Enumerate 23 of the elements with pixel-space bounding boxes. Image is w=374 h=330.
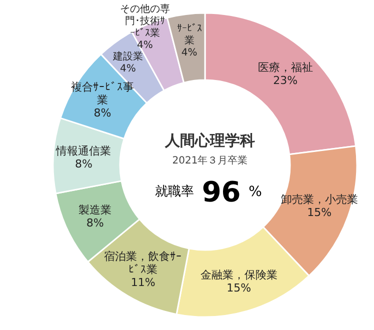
slice-label: その他の専門･技術ｻｰﾋﾞｽ業 (120, 3, 170, 40)
data-label: 8% (75, 157, 92, 170)
text: 就職率 (155, 184, 194, 200)
data-label: 4% (137, 40, 153, 52)
slice-label: 医療，福祉 (258, 60, 313, 74)
data-label: 15% (226, 282, 252, 295)
data-label: 8% (86, 216, 104, 230)
slice-label: 宿泊業，飲食ｻｰﾋﾞｽ業 (104, 250, 182, 276)
text: 2021年３月卒業 (172, 154, 248, 166)
slice-label: 情報通信業 (55, 144, 112, 158)
data-label: 15% (307, 206, 332, 220)
slice-label: 金融業，保険業 (200, 268, 278, 282)
data-label: 4% (120, 63, 136, 74)
text: 人間心理学科 (164, 132, 255, 150)
data-label: 4% (181, 47, 198, 58)
slice-label: 製造業 (78, 204, 112, 217)
data-label: 8% (94, 106, 112, 120)
slice-label: ｻｰﾋﾞｽ業 (176, 22, 202, 46)
data-label: 23% (273, 74, 298, 87)
text: % (248, 184, 262, 200)
text: 96 (202, 176, 241, 208)
slice-label: 建設業 (112, 50, 143, 62)
data-label: 11% (130, 276, 156, 290)
